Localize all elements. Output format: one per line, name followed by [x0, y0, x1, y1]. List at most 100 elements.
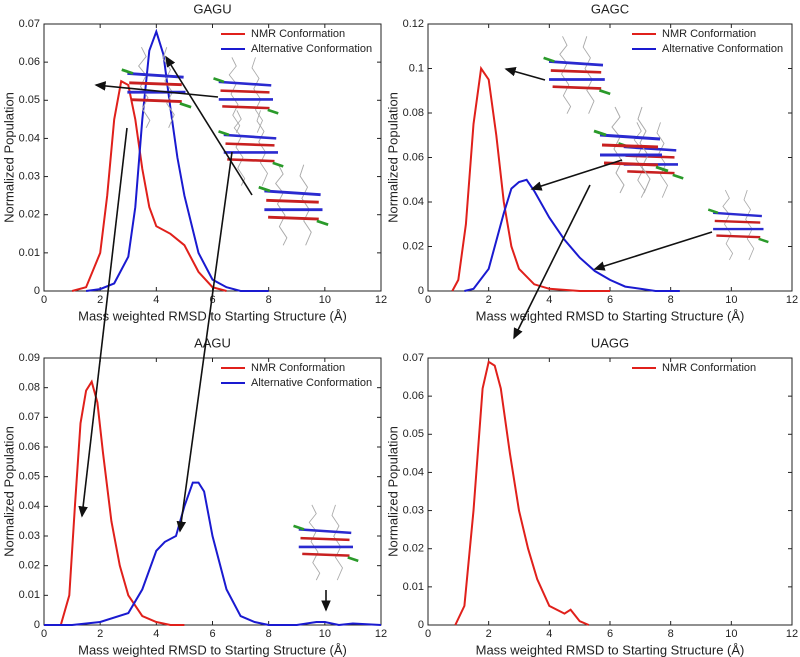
subplot: AAGU Mass weighted RMSD to Starting Struc…	[1, 335, 387, 657]
legend-label: Alternative Conformation	[251, 43, 372, 55]
y-axis-label: Normalized Population	[385, 426, 400, 557]
arrow	[94, 81, 219, 98]
arrow	[165, 55, 253, 196]
x-tick-label: 8	[668, 628, 674, 640]
x-axis-label: Mass weighted RMSD to Starting Structure…	[78, 642, 347, 657]
arrow	[176, 151, 233, 533]
data-line	[464, 178, 680, 292]
x-tick-label: 0	[425, 294, 431, 306]
y-tick-label: 0.04	[403, 196, 424, 208]
x-tick-label: 6	[607, 294, 613, 306]
data-line	[71, 79, 227, 292]
x-tick-label: 0	[425, 628, 431, 640]
annotation-arrows	[78, 55, 713, 612]
x-tick-label: 4	[546, 628, 552, 640]
legend-label: Alternative Conformation	[251, 377, 372, 389]
x-tick-label: 12	[786, 294, 798, 306]
y-tick-label: 0.06	[403, 390, 424, 402]
y-axis-label: Normalized Population	[1, 92, 16, 223]
structure-image	[212, 56, 280, 134]
legend-label: NMR Conformation	[662, 362, 756, 374]
x-tick-label: 8	[668, 294, 674, 306]
y-tick-label: 0.12	[403, 18, 424, 30]
x-tick-label: 10	[319, 628, 331, 640]
x-tick-label: 0	[41, 294, 47, 306]
x-tick-label: 4	[153, 628, 159, 640]
x-tick-label: 2	[97, 628, 103, 640]
x-tick-label: 12	[786, 628, 798, 640]
legend: NMR Conformation Alternative Conformation	[221, 28, 372, 55]
legend: NMR Conformation Alternative Conformation	[221, 362, 372, 389]
y-tick-label: 0.01	[19, 589, 40, 601]
structure-image	[292, 503, 360, 582]
structure-image	[542, 34, 612, 116]
x-tick-label: 2	[486, 628, 492, 640]
legend-label: NMR Conformation	[251, 362, 345, 374]
subplot: GAGC Mass weighted RMSD to Starting Struc…	[385, 1, 798, 323]
x-axis-label: Mass weighted RMSD to Starting Structure…	[476, 308, 745, 323]
x-tick-label: 2	[486, 294, 492, 306]
y-tick-label: 0.01	[403, 581, 424, 593]
subplot-title: UAGG	[591, 335, 629, 350]
y-axis-label: Normalized Population	[385, 92, 400, 223]
x-tick-label: 0	[41, 628, 47, 640]
y-tick-label: 0.07	[19, 411, 40, 423]
y-tick-label: 0.05	[19, 471, 40, 483]
y-tick-label: 0.02	[19, 560, 40, 572]
legend-label: Alternative Conformation	[662, 43, 783, 55]
y-tick-label: 0.09	[19, 352, 40, 364]
x-tick-label: 6	[607, 628, 613, 640]
y-tick-label: 0	[34, 285, 40, 297]
x-tick-label: 6	[209, 628, 215, 640]
y-tick-label: 0.08	[19, 382, 40, 394]
structure-image	[257, 163, 330, 247]
x-tick-label: 12	[375, 294, 387, 306]
legend-label: NMR Conformation	[251, 28, 345, 40]
y-tick-label: 0.05	[19, 94, 40, 106]
legend-label: NMR Conformation	[662, 28, 756, 40]
y-tick-label: 0	[34, 619, 40, 631]
x-tick-label: 8	[266, 294, 272, 306]
y-axis-label: Normalized Population	[1, 426, 16, 557]
x-tick-label: 4	[546, 294, 552, 306]
x-tick-label: 4	[153, 294, 159, 306]
data-line	[85, 28, 269, 292]
x-tick-label: 10	[725, 294, 737, 306]
y-tick-label: 0.03	[403, 504, 424, 516]
y-tick-label: 0.03	[19, 530, 40, 542]
structure-image	[706, 188, 770, 262]
y-tick-label: 0.02	[19, 209, 40, 221]
subplot-title: GAGC	[591, 1, 629, 16]
data-line	[451, 65, 610, 292]
arrow	[78, 127, 128, 518]
arrow	[530, 159, 623, 191]
subplot-title: AAGU	[194, 335, 231, 350]
axes-frame	[43, 357, 382, 626]
y-tick-label: 0.06	[19, 441, 40, 453]
y-tick-label: 0.1	[409, 62, 424, 74]
data-line	[454, 360, 590, 626]
y-tick-label: 0.02	[403, 240, 424, 252]
y-tick-label: 0.04	[19, 500, 40, 512]
axes-frame	[43, 23, 382, 292]
y-tick-label: 0.08	[403, 107, 424, 119]
subplot: GAGU Mass weighted RMSD to Starting Struc…	[1, 1, 387, 323]
structure-image	[617, 121, 685, 199]
legend: NMR Conformation Alternative Conformation	[632, 28, 783, 55]
structure-image	[120, 45, 193, 130]
legend: NMR Conformation	[632, 362, 756, 374]
y-tick-label: 0.06	[403, 151, 424, 163]
x-axis-label: Mass weighted RMSD to Starting Structure…	[78, 308, 347, 323]
data-line	[59, 379, 185, 626]
y-tick-label: 0.02	[403, 543, 424, 555]
axes-frame	[427, 23, 793, 292]
arrow	[504, 66, 546, 81]
x-tick-label: 2	[97, 294, 103, 306]
x-tick-label: 10	[725, 628, 737, 640]
arrow	[513, 184, 591, 340]
arrow	[593, 231, 713, 271]
subplot: UAGG Mass weighted RMSD to Starting Struc…	[385, 335, 798, 657]
x-tick-label: 8	[266, 628, 272, 640]
y-tick-label: 0.03	[19, 170, 40, 182]
